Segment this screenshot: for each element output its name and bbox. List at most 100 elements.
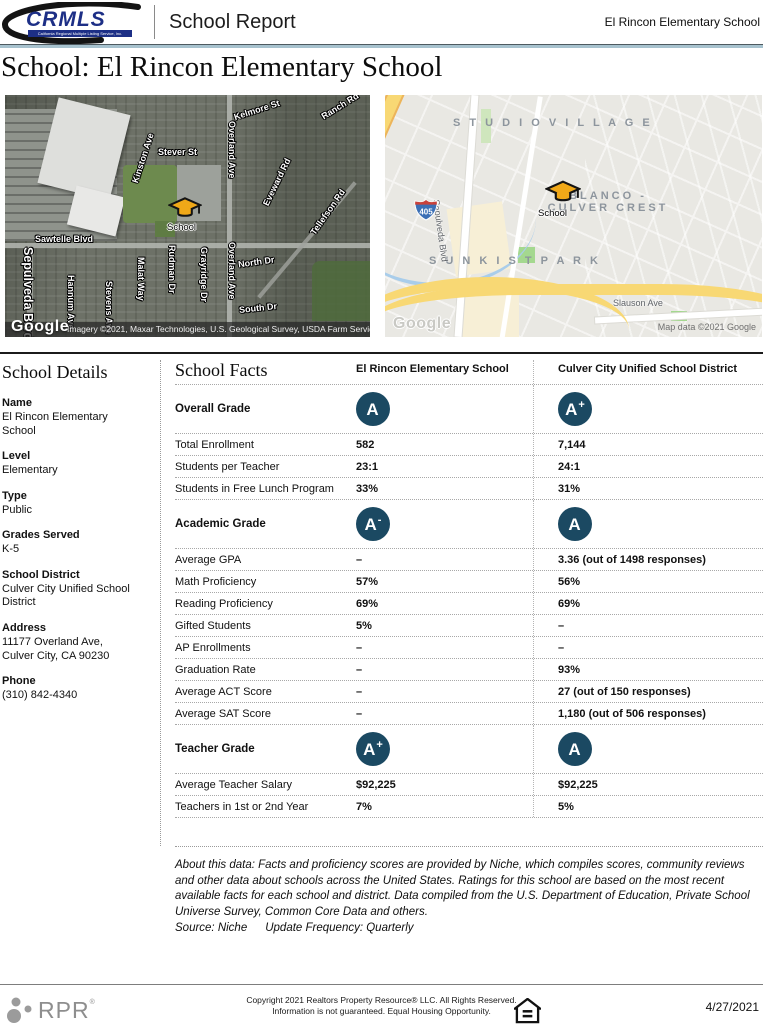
detail-field: Address 11177 Overland Ave, Culver City,… xyxy=(2,622,152,663)
detail-value: Elementary xyxy=(2,464,58,476)
grade-badge: A xyxy=(356,392,390,427)
street-label: Rudman Dr xyxy=(167,245,177,294)
footer-copyright: Copyright 2021 Realtors Property Resourc… xyxy=(246,995,517,1017)
neighborhood-label: BLANCO - CULVER CREST xyxy=(547,190,669,214)
fact-label: Reading Proficiency xyxy=(175,597,273,610)
header: CRMLS California Regional Multiple Listi… xyxy=(0,0,763,44)
section-divider xyxy=(0,352,763,354)
fact-value-district: 31% xyxy=(533,478,763,500)
fact-value-school: 33% xyxy=(356,482,379,495)
fact-row: Average Teacher Salary $92,225 $92,225 xyxy=(175,774,763,797)
school-facts-table: School Facts El Rincon Elementary School… xyxy=(175,360,763,819)
fact-label: Teachers in 1st or 2nd Year xyxy=(175,800,309,813)
fact-value-school: 69% xyxy=(356,597,379,610)
fact-label: Total Enrollment xyxy=(175,438,254,451)
street-label: Ranch Rd xyxy=(319,95,361,122)
fact-row: Total Enrollment 582 7,144 xyxy=(175,434,763,457)
fact-value-school: 582 xyxy=(356,438,375,451)
crmls-logo: CRMLS California Regional Multiple Listi… xyxy=(0,0,150,44)
fact-row: AP Enrollments – – xyxy=(175,637,763,660)
fact-label: Students per Teacher xyxy=(175,460,280,473)
freeway-band xyxy=(385,284,762,337)
road-label: Slauson Ave xyxy=(613,298,663,308)
rpr-dots-icon xyxy=(7,997,32,1023)
rpr-logo: RPR ® xyxy=(6,994,95,1026)
green-area xyxy=(155,221,175,237)
park-area xyxy=(312,261,370,321)
header-school-name: El Rincon Elementary School xyxy=(604,15,760,29)
fact-row: Gifted Students 5% – xyxy=(175,615,763,638)
fact-value-school: – xyxy=(356,685,363,698)
school-marker-icon xyxy=(544,178,582,212)
detail-label: Type xyxy=(2,489,27,502)
detail-field: Name El Rincon Elementary School xyxy=(2,397,152,438)
street-label: Tellefson Rd xyxy=(308,187,348,237)
equal-housing-icon xyxy=(511,997,544,1030)
map-attribution: Map data ©2021 Google xyxy=(657,322,756,332)
google-logo: Google xyxy=(393,315,452,332)
fact-value-school: – xyxy=(356,707,363,720)
grade-row-teacher: Teacher Grade A + A xyxy=(175,725,763,775)
fact-row: Students per Teacher 23:1 24:1 xyxy=(175,456,763,479)
detail-value: El Rincon Elementary School xyxy=(2,410,108,437)
grade-badge: A + xyxy=(356,732,390,767)
about-source: Source: Niche Update Frequency: Quarterly xyxy=(175,922,414,935)
street-label: Kelmore St xyxy=(232,97,281,123)
facts-column-header-school: El Rincon Elementary School xyxy=(356,363,509,375)
fact-value-district: – xyxy=(533,615,763,637)
header-rule-dark xyxy=(0,44,763,45)
detail-field: Level Elementary xyxy=(2,450,152,478)
street-label: South Dr xyxy=(238,301,278,315)
detail-label: Level xyxy=(2,450,31,463)
grade-label: Academic Grade xyxy=(175,518,266,531)
interstate-405-shield: 405 xyxy=(413,197,439,226)
school-marker-icon xyxy=(167,195,203,227)
detail-label: Name xyxy=(2,397,32,409)
fact-label: Average GPA xyxy=(175,553,242,566)
grade-row-overall: Overall Grade A A + xyxy=(175,385,763,435)
street-label: Sawtelle Blvd xyxy=(35,234,94,244)
fact-label: Graduation Rate xyxy=(175,663,256,676)
fact-value-district: 27 (out of 150 responses) xyxy=(533,681,763,703)
neighborhood-label: S T U D I O V I L L A G E xyxy=(453,117,653,129)
fact-value-district: 93% xyxy=(533,659,763,681)
road-line xyxy=(5,243,370,248)
fact-value-district: 1,180 (out of 506 responses) xyxy=(533,703,763,725)
fact-value-school: – xyxy=(356,553,363,566)
detail-field: Type Public xyxy=(2,490,152,518)
fact-row: Reading Proficiency 69% 69% xyxy=(175,593,763,616)
details-title: School Details xyxy=(2,362,108,382)
fact-row: Average SAT Score – 1,180 (out of 506 re… xyxy=(175,703,763,726)
crmls-logo-text: CRMLS xyxy=(26,8,106,31)
grade-badge: A- xyxy=(356,507,390,542)
detail-value: Culver City Unified School District xyxy=(2,582,130,609)
street-label: North Dr xyxy=(237,254,276,270)
detail-label: Grades Served xyxy=(2,529,80,542)
street-map: S T U D I O V I L L A G E BLANCO - CULVE… xyxy=(385,95,762,337)
fact-value-school: 7% xyxy=(356,800,372,813)
detail-value: 11177 Overland Ave, Culver City, CA 9023… xyxy=(2,635,110,662)
facts-title: School Facts xyxy=(175,360,268,380)
svg-text:405: 405 xyxy=(419,208,433,217)
grade-badge: A + xyxy=(558,392,592,427)
street-label: Overland Ave xyxy=(227,242,237,300)
footer-date: 4/27/2021 xyxy=(705,1000,759,1014)
school-marker-label: School xyxy=(538,208,568,219)
grade-row-academic: Academic Grade A- A xyxy=(175,500,763,550)
fact-value-school: – xyxy=(356,641,363,654)
fact-row: Average ACT Score – 27 (out of 150 respo… xyxy=(175,681,763,704)
fact-value-district: – xyxy=(533,637,763,659)
fact-row: Students in Free Lunch Program 33% 31% xyxy=(175,478,763,501)
detail-value: K-5 xyxy=(2,543,20,555)
street-label: Stever St xyxy=(158,147,198,157)
green-area xyxy=(481,109,491,143)
fact-label: Gifted Students xyxy=(175,619,251,632)
street-label: Overland Ave xyxy=(227,121,237,179)
grade-label: Teacher Grade xyxy=(175,743,255,756)
neighborhood-label: S U N K I S T P A R K xyxy=(429,255,601,267)
header-divider xyxy=(154,5,155,39)
fact-label: Math Proficiency xyxy=(175,575,257,588)
crmls-swoosh-icon xyxy=(2,2,141,44)
map-attribution: Imagery ©2021, Maxar Technologies, U.S. … xyxy=(5,322,370,337)
